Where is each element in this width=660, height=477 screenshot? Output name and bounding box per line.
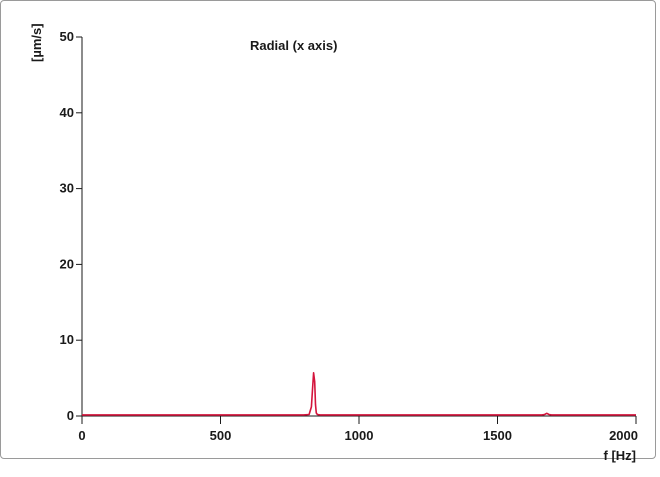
x-tick-label: 0: [78, 428, 85, 443]
y-tick-label: 30: [60, 181, 74, 196]
axes: [81, 37, 636, 424]
chart-frame: [0, 0, 656, 459]
y-tick-label: 20: [60, 256, 74, 271]
x-tick-label: 2000: [609, 428, 638, 443]
y-axis-label: [µm/s]: [29, 23, 44, 62]
x-ticks: 0 500 1000 1500 2000: [78, 416, 638, 443]
x-tick-label: 1500: [483, 428, 512, 443]
y-tick-label: 10: [60, 332, 74, 347]
x-axis-label: f [Hz]: [604, 448, 637, 463]
series-layer: [82, 371, 636, 416]
y-tick-label: 50: [60, 29, 74, 44]
y-tick-label: 0: [67, 408, 74, 423]
series-line: [82, 371, 636, 416]
x-tick-label: 1000: [345, 428, 374, 443]
y-ticks: 0 10 20 30 40 50: [60, 29, 82, 423]
chart-title: Radial (x axis): [250, 38, 337, 53]
x-tick-label: 500: [210, 428, 232, 443]
y-tick-label: 40: [60, 105, 74, 120]
